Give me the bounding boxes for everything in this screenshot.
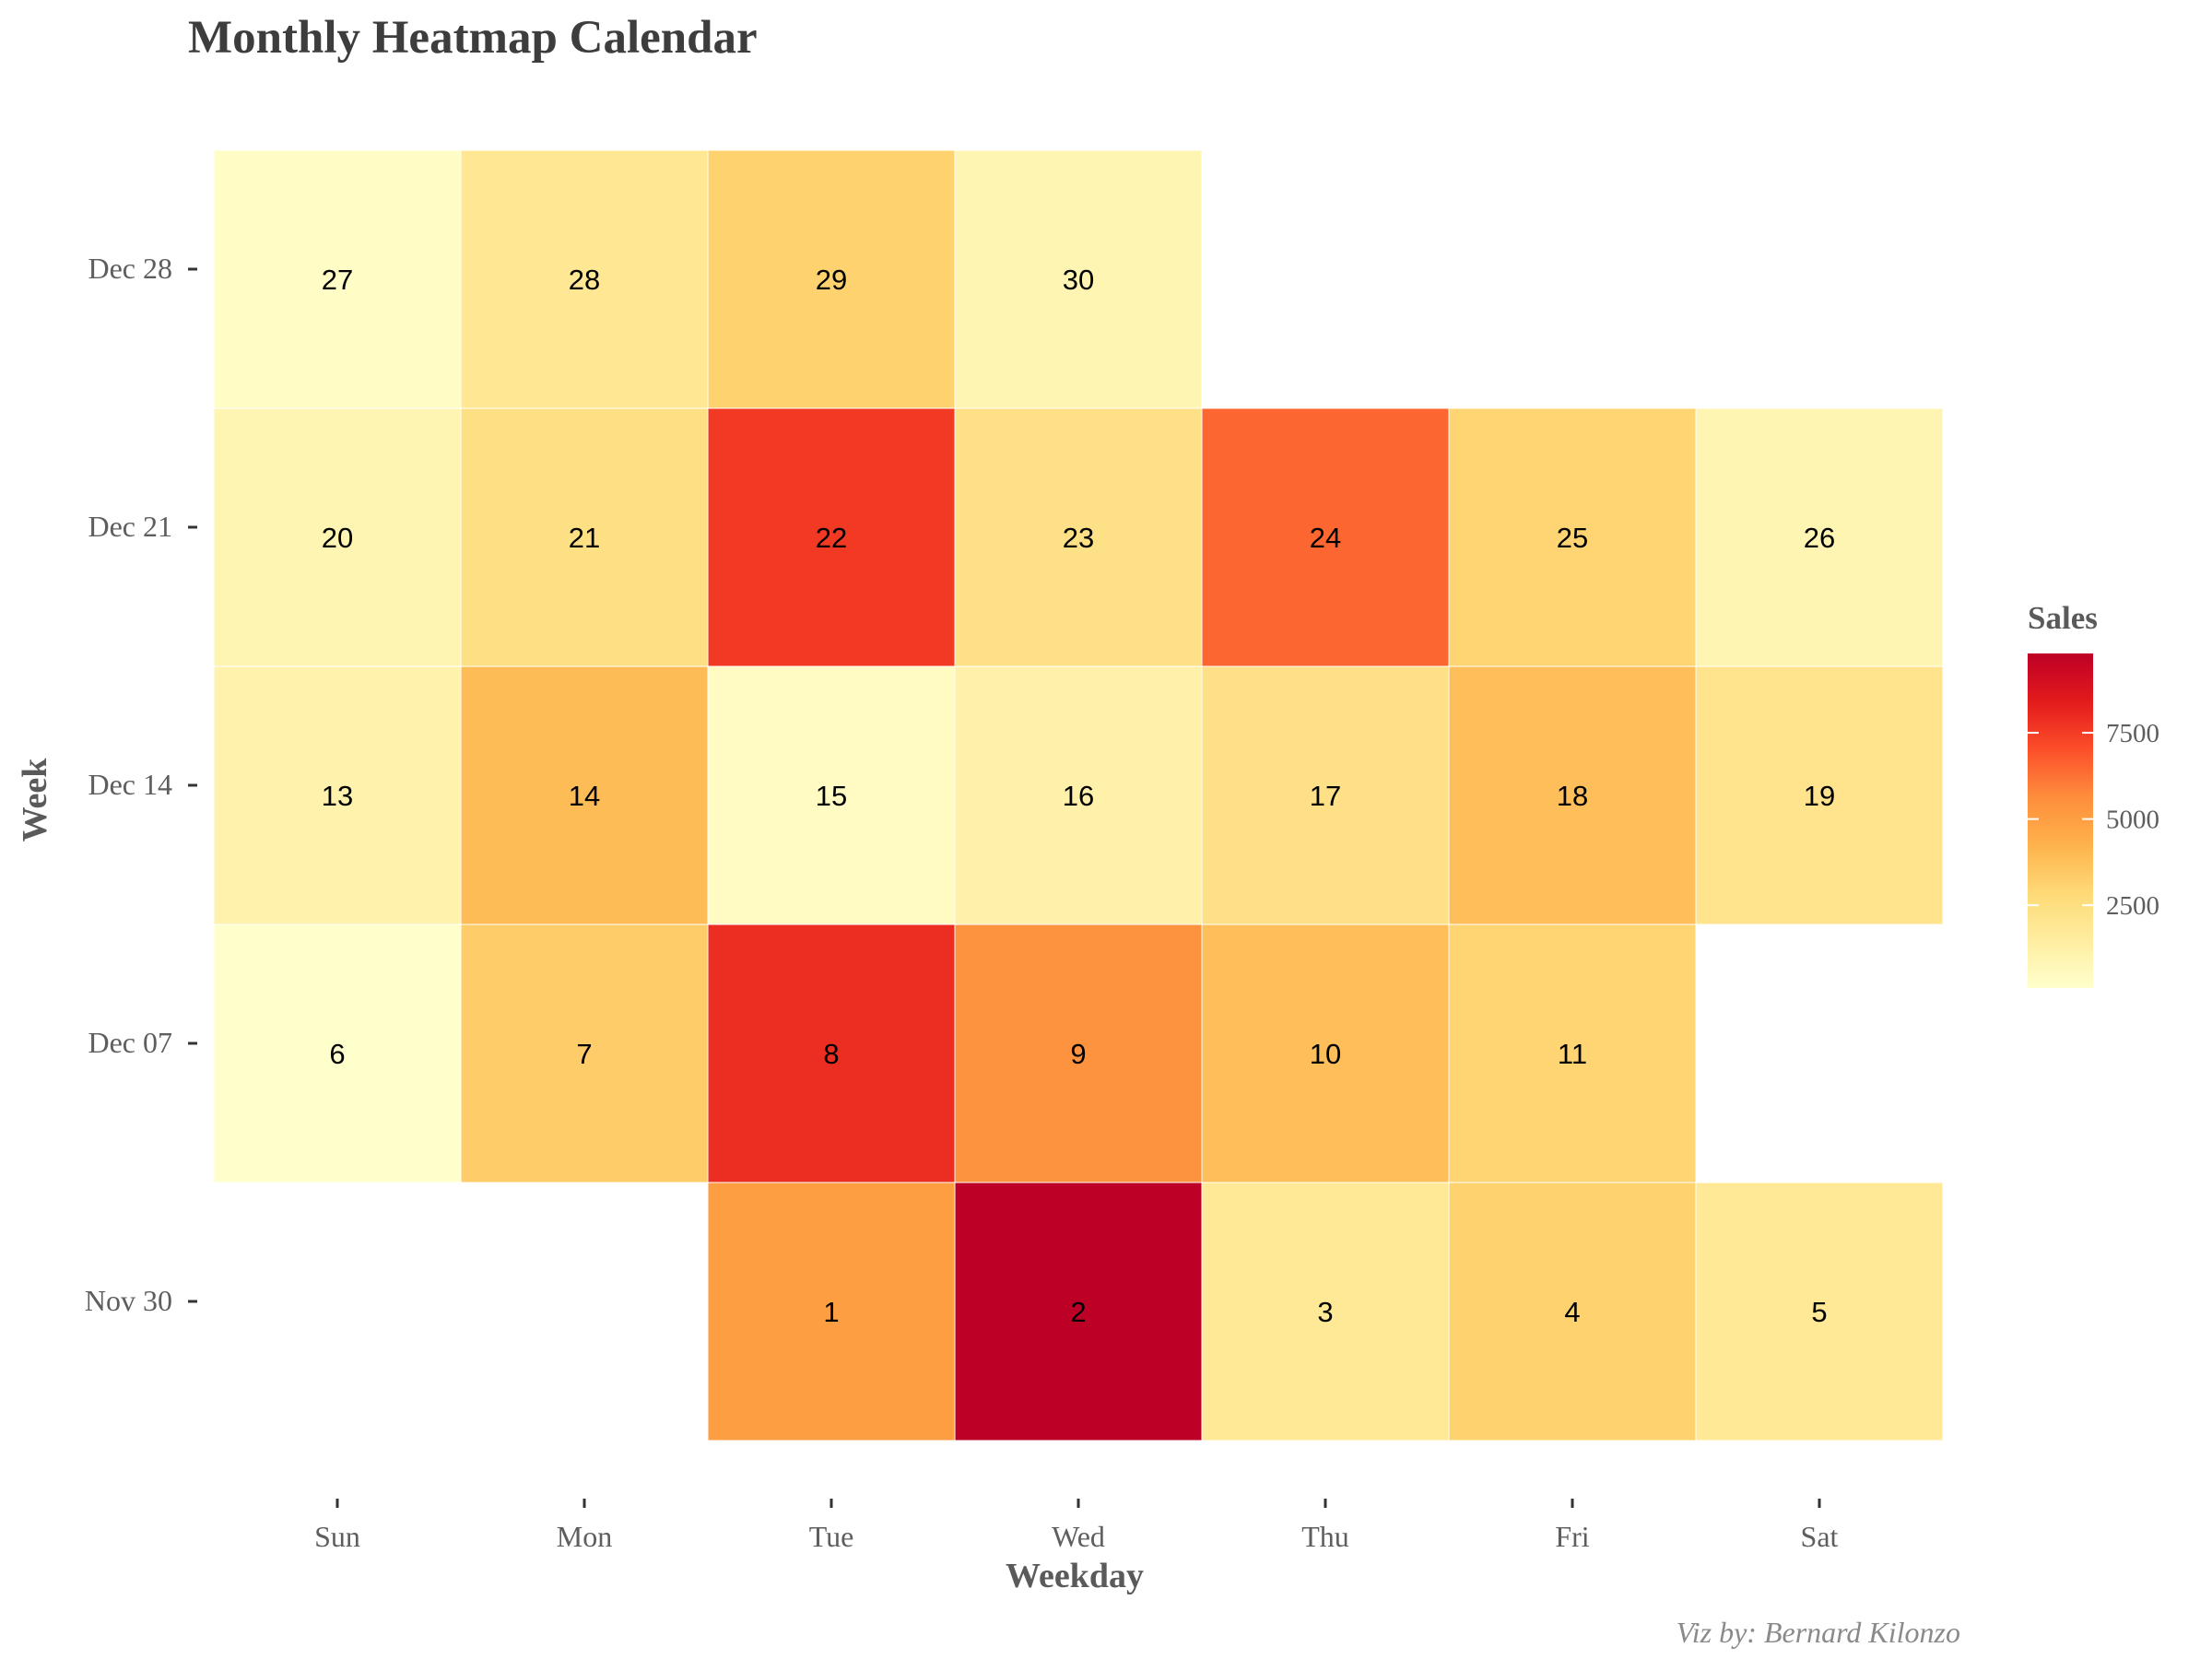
cell-label-day-17: 17 <box>1310 780 1341 812</box>
caption: Viz by: Bernard Kilonzo <box>1677 1616 1960 1649</box>
heatmap-cell-day-11 <box>1448 924 1697 1183</box>
cell-label-day-30: 30 <box>1063 264 1094 296</box>
heatmap-cell-day-9 <box>954 924 1203 1183</box>
y-tick-label: Dec 07 <box>88 1026 172 1059</box>
heatmap-cell-day-14 <box>460 665 709 925</box>
heatmap-cell-day-6 <box>213 924 462 1183</box>
cell-label-day-18: 18 <box>1557 780 1588 812</box>
y-tick-label: Dec 14 <box>88 768 172 801</box>
cell-label-day-11: 11 <box>1558 1038 1587 1070</box>
legend-tick-label: 5000 <box>2106 806 2159 835</box>
cell-label-day-8: 8 <box>823 1038 839 1070</box>
cell-label-day-16: 16 <box>1063 780 1094 812</box>
cell-label-day-9: 9 <box>1070 1038 1086 1070</box>
heatmap-cell-day-1 <box>707 1182 956 1441</box>
cell-label-day-2: 2 <box>1070 1296 1086 1328</box>
x-tick-label: Mon <box>557 1520 612 1553</box>
y-axis: Nov 30 Dec 07 Dec 14 Dec 21 Dec 28 <box>85 252 197 1317</box>
heatmap-cell-day-13 <box>213 665 462 925</box>
heatmap-cell-day-27 <box>213 149 462 409</box>
cell-label-day-29: 29 <box>816 264 847 296</box>
heatmap-cell-day-10 <box>1201 924 1450 1183</box>
heatmap-cell-day-29 <box>707 149 956 409</box>
y-tick-label: Nov 30 <box>85 1284 172 1317</box>
cell-label-day-28: 28 <box>569 264 600 296</box>
heatmap-cell-day-5 <box>1695 1182 1944 1441</box>
y-tick-label: Dec 21 <box>88 510 172 543</box>
cell-label-day-21: 21 <box>569 522 600 554</box>
heatmap-cell-day-7 <box>460 924 709 1183</box>
cell-label-day-25: 25 <box>1557 522 1588 554</box>
y-tick-label: Dec 28 <box>88 252 172 285</box>
heatmap-cell-day-22 <box>707 407 956 667</box>
x-tick-label: Sun <box>314 1520 360 1553</box>
cell-label-day-5: 5 <box>1811 1296 1827 1328</box>
heatmap-cell-day-4 <box>1448 1182 1697 1441</box>
x-axis-title: Weekday <box>1006 1557 1144 1595</box>
x-axis: Sun Mon Tue Wed Thu Fri Sat <box>314 1499 1839 1553</box>
cell-label-day-26: 26 <box>1804 522 1835 554</box>
cell-label-day-1: 1 <box>823 1296 839 1328</box>
x-tick-label: Tue <box>809 1520 854 1553</box>
cell-label-day-15: 15 <box>816 780 847 812</box>
heatmap-cell-day-20 <box>213 407 462 667</box>
legend-ticks: 2500 5000 7500 <box>2028 719 2159 921</box>
heatmap-cell-day-26 <box>1695 407 1944 667</box>
heatmap-cell-day-18 <box>1448 665 1697 925</box>
heatmap-cell-day-2 <box>954 1182 1203 1441</box>
legend-colorbar <box>2028 653 2093 988</box>
heatmap-cell-day-19 <box>1695 665 1944 925</box>
legend-title: Sales <box>2028 600 2098 636</box>
heatmap-cell-day-16 <box>954 665 1203 925</box>
cell-label-day-22: 22 <box>816 522 847 554</box>
heatmap-cell-day-17 <box>1201 665 1450 925</box>
cell-label-day-7: 7 <box>576 1038 592 1070</box>
y-axis-title: Week <box>16 758 54 842</box>
cell-label-day-20: 20 <box>322 522 353 554</box>
cell-label-day-4: 4 <box>1564 1296 1580 1328</box>
x-tick-label: Wed <box>1052 1520 1105 1553</box>
heatmap-cell-day-24 <box>1201 407 1450 667</box>
legend: Sales 2500 5000 7500 <box>2028 600 2159 988</box>
cell-label-day-19: 19 <box>1804 780 1835 812</box>
x-tick-label: Sat <box>1801 1520 1839 1553</box>
cell-label-day-10: 10 <box>1310 1038 1341 1070</box>
legend-tick-label: 2500 <box>2106 891 2159 921</box>
cell-label-day-24: 24 <box>1310 522 1341 554</box>
cell-label-day-14: 14 <box>569 780 600 812</box>
heatmap-cell-day-21 <box>460 407 709 667</box>
x-tick-label: Thu <box>1301 1520 1349 1553</box>
cell-label-day-6: 6 <box>329 1038 345 1070</box>
chart-title: Monthly Heatmap Calendar <box>188 12 758 64</box>
cell-label-day-23: 23 <box>1063 522 1094 554</box>
heatmap-cell-day-30 <box>954 149 1203 409</box>
cell-label-day-27: 27 <box>322 264 353 296</box>
cell-label-day-3: 3 <box>1317 1296 1333 1328</box>
cell-label-day-13: 13 <box>322 780 353 812</box>
x-tick-label: Fri <box>1555 1520 1589 1553</box>
heatmap-cell-day-28 <box>460 149 709 409</box>
legend-tick-label: 7500 <box>2106 719 2159 748</box>
heatmap-cell-day-8 <box>707 924 956 1183</box>
